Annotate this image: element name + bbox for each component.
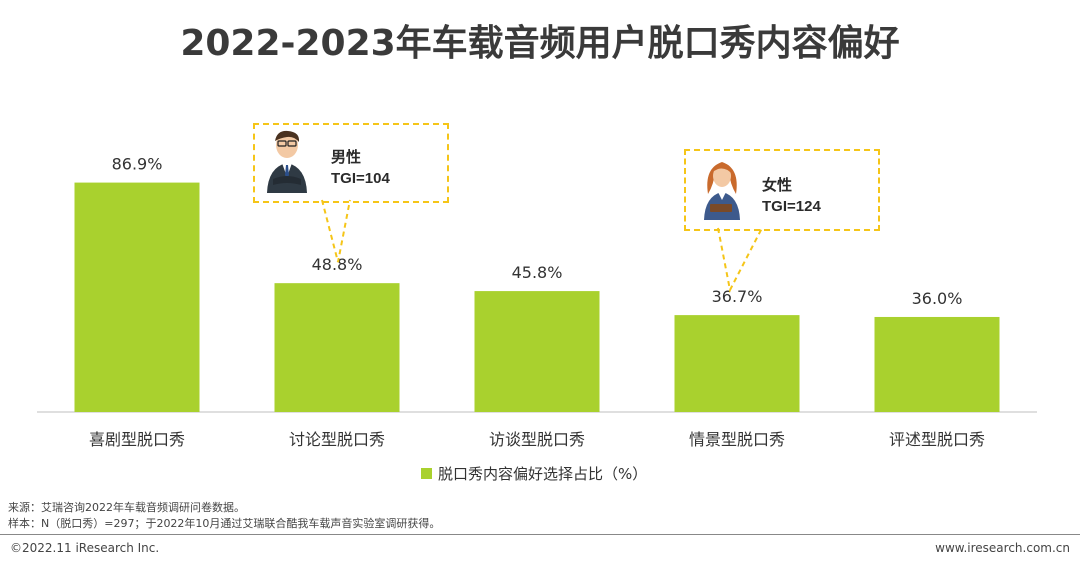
male-callout-label: 男性 [331, 149, 362, 166]
bar-value-label-3: 45.8% [512, 263, 563, 282]
male-callout: 男性 TGI=104 [253, 123, 449, 203]
bar-5 [874, 316, 1000, 412]
category-label-5: 评述型脱口秀 [889, 430, 985, 449]
bar-value-label-1: 86.9% [112, 155, 163, 174]
bar-1 [74, 182, 200, 412]
male-callout-tgi: TGI=104 [331, 170, 390, 187]
bar-3 [474, 291, 600, 412]
chart-legend: 脱口秀内容偏好选择占比（%） [421, 463, 647, 484]
chart-title: 2022-2023年车载音频用户脱口秀内容偏好 [180, 23, 900, 64]
businesswoman-icon [704, 162, 740, 220]
category-label-3: 访谈型脱口秀 [489, 430, 585, 449]
callout-pointers [321, 199, 763, 294]
female-callout-pointer [717, 227, 763, 294]
female-callout: 女性 TGI=124 [684, 149, 880, 231]
legend-label: 脱口秀内容偏好选择占比（%） [438, 465, 648, 483]
copyright: ©2022.11 iResearch Inc. [10, 541, 160, 555]
category-label-2: 讨论型脱口秀 [289, 430, 385, 449]
website-link[interactable]: www.iresearch.com.cn [935, 541, 1070, 555]
female-callout-label: 女性 [762, 177, 793, 194]
footer-divider [0, 534, 1080, 535]
sample-line: 样本：N（脱口秀）=297；于2022年10月通过艾瑞联合酷我车载声音实验室调研… [8, 517, 441, 530]
male-callout-pointer [321, 199, 351, 263]
legend-swatch [421, 468, 432, 479]
bar-value-label-5: 36.0% [912, 289, 963, 308]
businessman-icon [267, 130, 307, 193]
bar-value-label-4: 36.7% [712, 287, 763, 306]
source-note: 来源：艾瑞咨询2022年车载音频调研问卷数据。 样本：N（脱口秀）=297；于2… [8, 500, 440, 532]
bar-4 [674, 315, 800, 412]
category-label-1: 喜剧型脱口秀 [89, 430, 185, 449]
bar-chart: 86.9% 喜剧型脱口秀 48.8% 讨论型脱口秀 45.8% 访谈型脱口秀 36.7% 情景… [37, 155, 1037, 449]
category-label-4: 情景型脱口秀 [689, 430, 785, 449]
female-callout-tgi: TGI=124 [762, 198, 821, 215]
bar-value-label-2: 48.8% [312, 255, 363, 274]
bar-2 [274, 283, 400, 412]
source-line: 来源：艾瑞咨询2022年车载音频调研问卷数据。 [8, 501, 245, 514]
